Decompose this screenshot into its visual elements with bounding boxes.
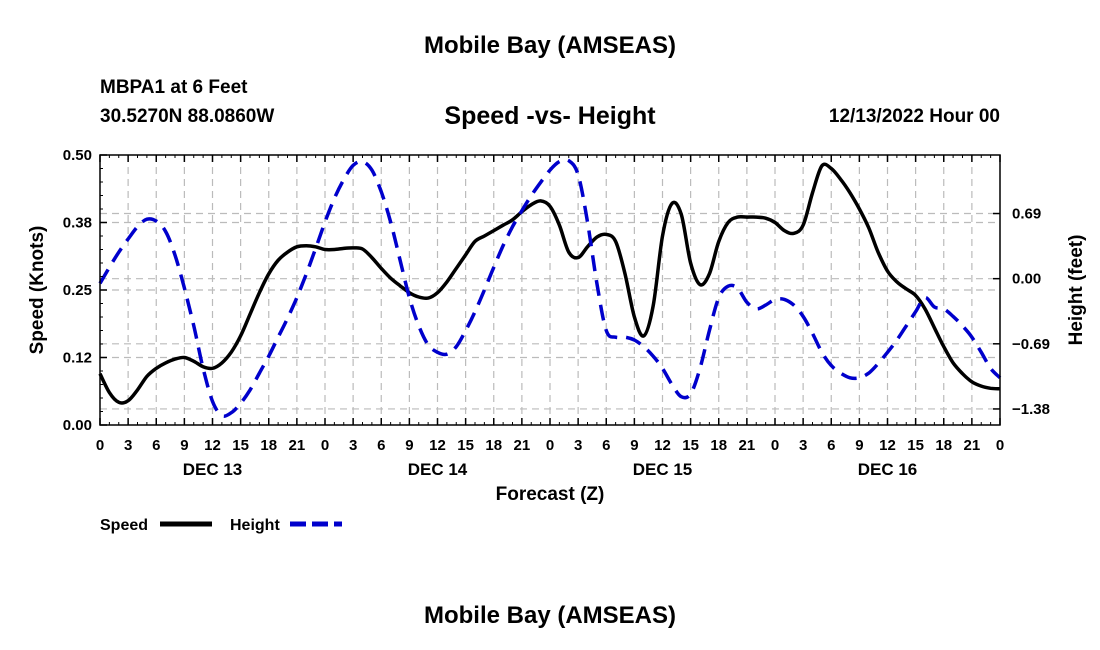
chart-subtitle: Speed -vs- Height xyxy=(444,102,656,130)
x-tick-label: 9 xyxy=(630,437,638,454)
page-title: Mobile Bay (AMSEAS) xyxy=(423,32,677,59)
axis-ticks xyxy=(99,154,1001,426)
day-label: DEC 15 xyxy=(633,460,693,479)
x-tick-label: 12 xyxy=(654,437,671,454)
x-tick-label: 15 xyxy=(457,437,474,454)
x-tick-label: 6 xyxy=(602,437,610,454)
y2-axis-title: Height (feet) xyxy=(1066,235,1087,346)
x-axis-title: Forecast (Z) xyxy=(496,484,605,505)
x-tick-label: 0 xyxy=(321,437,329,454)
x-tick-label: 15 xyxy=(907,437,924,454)
x-tick-label: 18 xyxy=(710,437,727,454)
x-tick-label: 3 xyxy=(349,437,357,454)
x-tick-label: 12 xyxy=(429,437,446,454)
x-tick-label: 21 xyxy=(289,437,306,454)
x-tick-label: 18 xyxy=(485,437,502,454)
height-series-line xyxy=(98,157,1002,418)
x-tick-label: 9 xyxy=(405,437,413,454)
x-tick-label: 18 xyxy=(260,437,277,454)
y-tick-label: 0.50 xyxy=(63,147,92,164)
y2-tick-label: −1.38 xyxy=(1012,401,1050,418)
grid-lines xyxy=(100,155,1000,425)
footer-title: Mobile Bay (AMSEAS) xyxy=(423,602,677,629)
x-tick-label: 0 xyxy=(96,437,104,454)
x-tick-label: 3 xyxy=(799,437,807,454)
axis-labels: 0 3 6 9 12 15 18 21 0 3 6 9 12 15 18 21 0 3 6 9 12 15 18 21 0 3 6 9… xyxy=(27,147,1087,505)
x-tick-label: 15 xyxy=(232,437,249,454)
x-tick-label: 12 xyxy=(879,437,896,454)
x-tick-label: 0 xyxy=(771,437,779,454)
y-tick-label: 0.38 xyxy=(63,215,92,232)
x-tick-label: 21 xyxy=(514,437,531,454)
plot-lines xyxy=(98,157,1002,418)
day-label: DEC 16 xyxy=(858,460,918,479)
legend-height-label: Height xyxy=(230,517,280,534)
x-tick-label: 21 xyxy=(964,437,981,454)
forecast-date: 12/13/2022 Hour 00 xyxy=(828,106,1000,127)
x-tick-label: 3 xyxy=(574,437,582,454)
coordinates-label: 30.5270N 88.0860W xyxy=(100,106,275,127)
y-tick-label: 0.00 xyxy=(63,417,92,434)
legend: Speed Height xyxy=(100,517,342,534)
x-tick-label: 3 xyxy=(124,437,132,454)
legend-speed-label: Speed xyxy=(100,517,148,534)
station-label: MBPA1 at 6 Feet xyxy=(100,77,248,98)
x-tick-label: 15 xyxy=(682,437,699,454)
x-tick-label: 6 xyxy=(827,437,835,454)
speed-series-line xyxy=(98,162,1001,405)
y2-tick-label: 0.69 xyxy=(1012,206,1041,223)
y-tick-label: 0.12 xyxy=(63,350,92,367)
x-tick-label: 9 xyxy=(180,437,188,454)
x-tick-label: 0 xyxy=(546,437,554,454)
y-axis-title: Speed (Knots) xyxy=(27,226,48,355)
x-tick-label: 6 xyxy=(377,437,385,454)
y-tick-label: 0.25 xyxy=(63,282,92,299)
y2-tick-label: −0.69 xyxy=(1012,336,1050,353)
x-tick-label: 9 xyxy=(855,437,863,454)
day-label: DEC 13 xyxy=(183,460,243,479)
x-tick-label: 12 xyxy=(204,437,221,454)
x-tick-label: 6 xyxy=(152,437,160,454)
y2-tick-label: 0.00 xyxy=(1012,271,1041,288)
x-tick-label: 21 xyxy=(739,437,756,454)
x-tick-label: 18 xyxy=(935,437,952,454)
day-label: DEC 14 xyxy=(408,460,468,479)
x-tick-label: 0 xyxy=(996,437,1004,454)
